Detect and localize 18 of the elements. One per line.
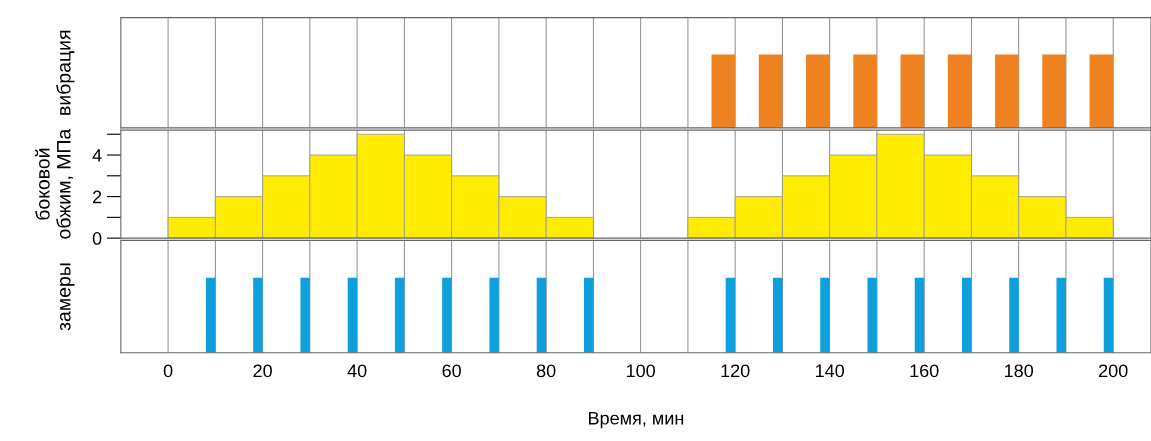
x-tick-label: 80	[536, 364, 556, 378]
x-tick-label: 40	[347, 364, 367, 378]
x-tick-label: 200	[1099, 364, 1128, 378]
x-tick-label: 20	[253, 364, 272, 378]
x-tick-label: 120	[721, 364, 750, 378]
x-tick-label: 100	[626, 364, 656, 378]
x-tick-label: 60	[442, 364, 461, 378]
y-axis-title: боковой обжим, МПа	[35, 128, 73, 239]
y-axis-title: вибрация	[56, 30, 75, 115]
y-tick-label: 2	[92, 190, 102, 204]
y-axis-title: замеры	[60, 263, 75, 331]
x-tick-label: 0	[163, 364, 173, 378]
x-tick-label: 180	[1005, 364, 1034, 378]
y-tick-label: 4	[92, 149, 102, 162]
x-axis-title: Время, мин	[589, 411, 684, 429]
x-tick-label: 140	[815, 364, 845, 378]
y-tick-label: 0	[92, 232, 102, 245]
x-tick-label: 160	[910, 364, 939, 378]
